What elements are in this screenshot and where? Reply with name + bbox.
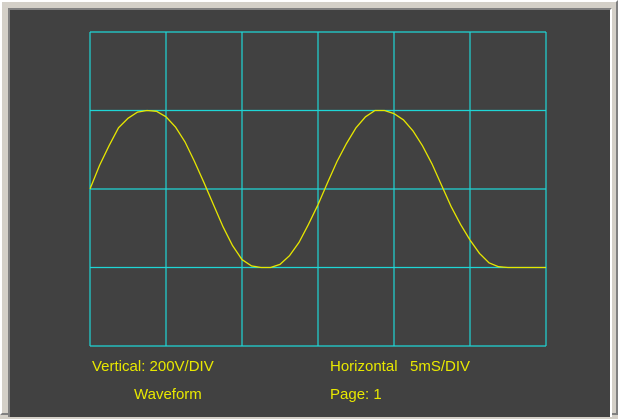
horizontal-scale-label: Horizontal 5mS/DIV (330, 358, 471, 375)
page-label: Page: 1 (330, 386, 382, 403)
oscilloscope-panel: Vertical: 200V/DIV Horizontal 5mS/DIV Wa… (8, 8, 612, 417)
mode-label: Waveform (134, 386, 202, 403)
grid (89, 31, 547, 347)
waveform-trace (89, 109, 546, 269)
oscilloscope-screen (89, 31, 547, 347)
vertical-scale-label: Vertical: 200V/DIV (92, 358, 214, 375)
